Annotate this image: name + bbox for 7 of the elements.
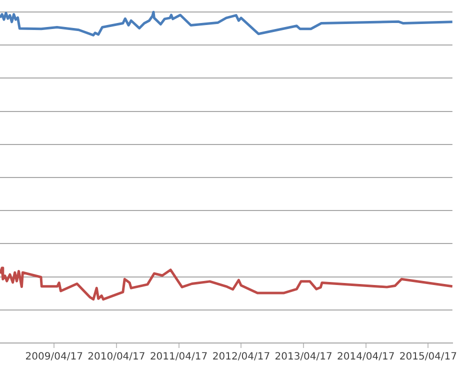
x-tick-label: 2013/04/17 xyxy=(274,352,332,363)
x-tick-label: 2014/04/17 xyxy=(337,352,395,363)
x-tick-label: 2015/04/17 xyxy=(399,352,457,363)
x-tick-label: 2011/04/17 xyxy=(150,352,208,363)
x-tick-label: 2012/04/17 xyxy=(212,352,270,363)
x-tick-label: 2009/04/17 xyxy=(25,352,83,363)
x-tick-label: 2010/04/17 xyxy=(88,352,146,363)
